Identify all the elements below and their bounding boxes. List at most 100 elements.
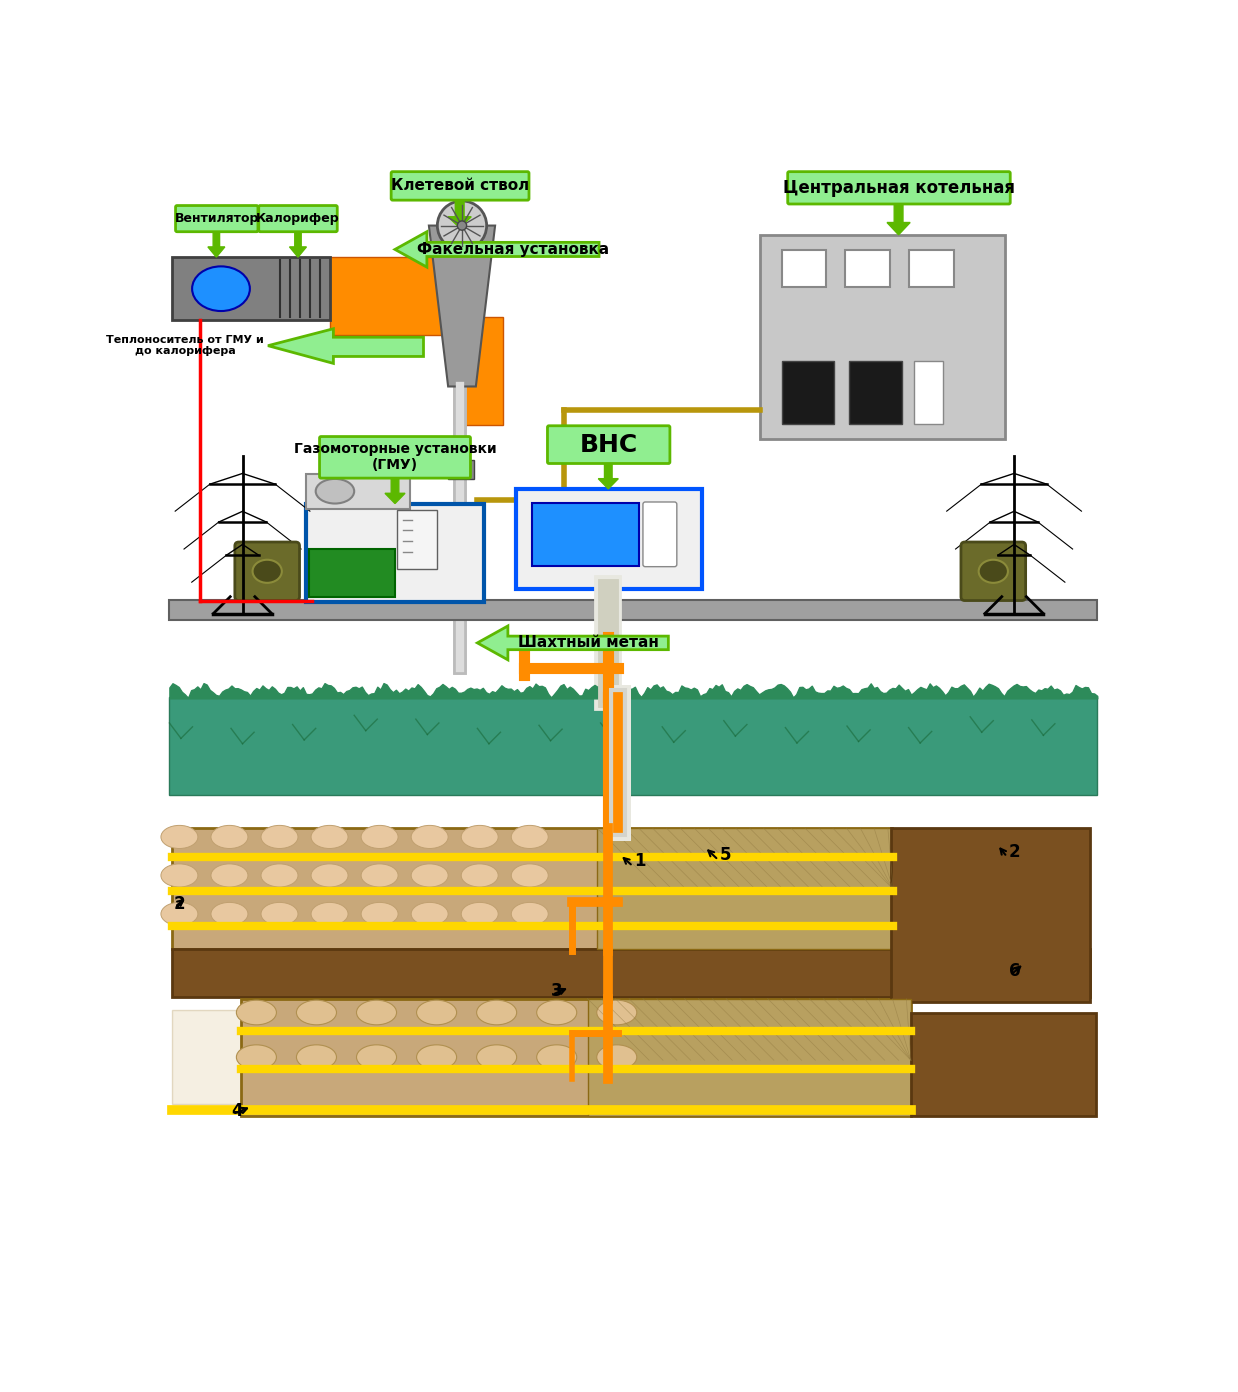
Text: Клетевой ствол: Клетевой ствол (391, 178, 529, 193)
FancyBboxPatch shape (597, 828, 893, 949)
Circle shape (437, 200, 487, 251)
Ellipse shape (192, 266, 250, 310)
FancyBboxPatch shape (781, 361, 834, 425)
FancyBboxPatch shape (172, 1011, 260, 1104)
Polygon shape (428, 226, 495, 387)
FancyBboxPatch shape (308, 548, 395, 597)
FancyBboxPatch shape (306, 504, 484, 603)
Ellipse shape (979, 560, 1008, 583)
Ellipse shape (311, 902, 348, 926)
FancyBboxPatch shape (235, 541, 300, 600)
Polygon shape (448, 199, 472, 228)
Ellipse shape (357, 1045, 396, 1069)
Ellipse shape (357, 1001, 396, 1025)
FancyBboxPatch shape (172, 828, 891, 949)
FancyBboxPatch shape (787, 171, 1010, 205)
Ellipse shape (477, 1001, 516, 1025)
Ellipse shape (416, 1001, 457, 1025)
FancyBboxPatch shape (170, 697, 1097, 795)
Text: Газомоторные установки
(ГМУ): Газомоторные установки (ГМУ) (293, 443, 496, 472)
FancyBboxPatch shape (448, 461, 474, 479)
Ellipse shape (511, 864, 548, 887)
Ellipse shape (261, 902, 298, 926)
Ellipse shape (511, 902, 548, 926)
Ellipse shape (261, 825, 298, 849)
Ellipse shape (316, 479, 354, 504)
Ellipse shape (411, 864, 448, 887)
FancyBboxPatch shape (532, 503, 639, 567)
Polygon shape (888, 202, 910, 235)
Polygon shape (267, 329, 423, 363)
Text: 5: 5 (721, 846, 732, 864)
Ellipse shape (411, 825, 448, 849)
Ellipse shape (261, 864, 298, 887)
Ellipse shape (462, 864, 498, 887)
FancyBboxPatch shape (172, 949, 1089, 997)
Ellipse shape (296, 1045, 337, 1069)
Ellipse shape (462, 825, 498, 849)
FancyBboxPatch shape (846, 251, 890, 287)
Ellipse shape (296, 1001, 337, 1025)
Ellipse shape (210, 825, 248, 849)
Text: 3: 3 (551, 983, 562, 1001)
Text: Вентилятор: Вентилятор (175, 212, 259, 226)
Polygon shape (385, 476, 405, 504)
Text: 2: 2 (1009, 844, 1020, 862)
Text: 2: 2 (173, 895, 184, 913)
Ellipse shape (361, 864, 399, 887)
Polygon shape (290, 230, 307, 258)
Ellipse shape (511, 825, 548, 849)
FancyBboxPatch shape (914, 361, 943, 425)
Text: Шахтный метан: Шахтный метан (517, 635, 659, 650)
FancyBboxPatch shape (760, 235, 1005, 438)
FancyBboxPatch shape (588, 998, 911, 1115)
FancyBboxPatch shape (910, 251, 954, 287)
Ellipse shape (462, 902, 498, 926)
FancyBboxPatch shape (391, 171, 529, 200)
FancyBboxPatch shape (259, 206, 337, 231)
Ellipse shape (311, 864, 348, 887)
FancyBboxPatch shape (781, 251, 826, 287)
FancyBboxPatch shape (396, 511, 437, 569)
Ellipse shape (477, 1045, 516, 1069)
Ellipse shape (161, 864, 198, 887)
Ellipse shape (236, 1001, 276, 1025)
Text: Теплоноситель от ГМУ и
до калорифера: Теплоноситель от ГМУ и до калорифера (106, 335, 264, 356)
Text: Калорифер: Калорифер (256, 212, 339, 226)
FancyBboxPatch shape (547, 426, 670, 464)
FancyBboxPatch shape (307, 473, 410, 509)
Ellipse shape (236, 1045, 276, 1069)
Ellipse shape (361, 902, 399, 926)
Ellipse shape (161, 825, 198, 849)
FancyBboxPatch shape (643, 503, 677, 567)
Polygon shape (395, 231, 599, 267)
Text: 1: 1 (634, 852, 645, 870)
Text: ВНС: ВНС (579, 433, 638, 457)
FancyBboxPatch shape (891, 828, 1089, 1002)
Polygon shape (598, 462, 618, 489)
Circle shape (457, 221, 467, 230)
Ellipse shape (597, 1045, 636, 1069)
Ellipse shape (361, 825, 399, 849)
Polygon shape (478, 626, 669, 660)
Text: 6: 6 (1009, 962, 1020, 980)
Polygon shape (329, 258, 503, 425)
Polygon shape (208, 230, 225, 258)
FancyBboxPatch shape (319, 437, 470, 477)
Ellipse shape (210, 902, 248, 926)
FancyBboxPatch shape (849, 361, 901, 425)
Ellipse shape (210, 864, 248, 887)
Text: 4: 4 (232, 1101, 243, 1119)
FancyBboxPatch shape (961, 541, 1025, 600)
Ellipse shape (161, 902, 198, 926)
Text: Факельная установка: Факельная установка (417, 242, 609, 258)
Ellipse shape (597, 1001, 636, 1025)
Ellipse shape (537, 1001, 577, 1025)
FancyBboxPatch shape (172, 258, 329, 320)
FancyBboxPatch shape (176, 206, 258, 231)
Text: Центральная котельная: Центральная котельная (782, 178, 1015, 196)
FancyBboxPatch shape (911, 1012, 1096, 1115)
Ellipse shape (537, 1045, 577, 1069)
Ellipse shape (416, 1045, 457, 1069)
FancyBboxPatch shape (516, 489, 702, 589)
